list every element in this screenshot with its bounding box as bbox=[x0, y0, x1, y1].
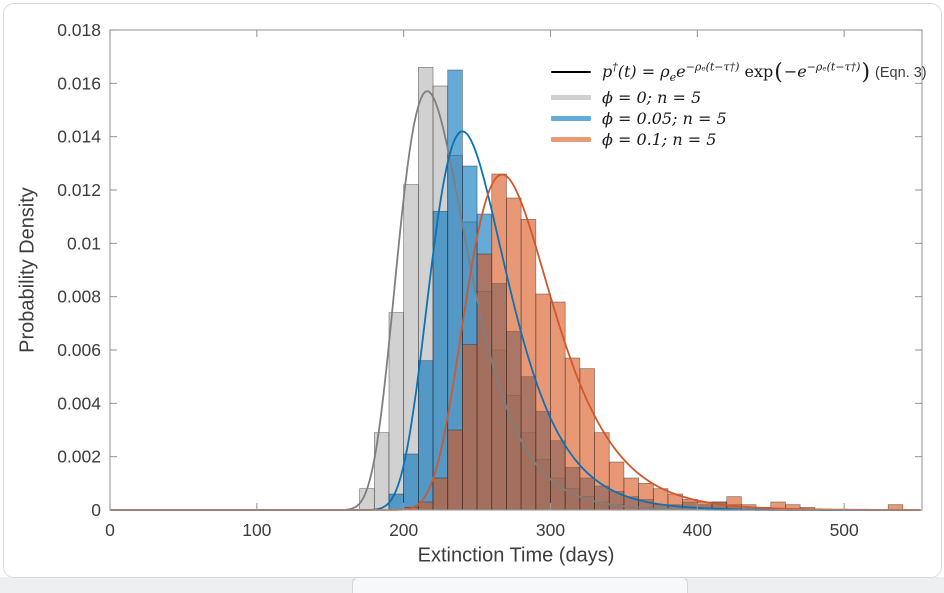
y-tick-label: 0.018 bbox=[57, 20, 101, 40]
y-axis-label: Probability Density bbox=[16, 187, 39, 353]
legend-swatch-blue bbox=[551, 116, 591, 121]
y-tick-label: 0 bbox=[91, 500, 101, 520]
y-tick-label: 0.008 bbox=[57, 287, 101, 307]
histogram-bar-series-2 bbox=[726, 496, 742, 511]
histogram-bar-series-2 bbox=[520, 218, 537, 511]
x-tick-label: 0 bbox=[105, 520, 115, 540]
histogram-bar-series-2 bbox=[491, 173, 507, 511]
y-tick-label: 0.016 bbox=[57, 73, 101, 93]
histogram-bar-series-2 bbox=[550, 301, 566, 511]
histogram-bar-series-2 bbox=[652, 488, 669, 511]
histogram-bar-series-2 bbox=[623, 477, 639, 511]
legend-swatch-orange bbox=[551, 137, 591, 142]
legend-equation-row: p†(t) = ρee−ρₑ(t−τ†) exp(−e−ρₑ(t−τ†)) (E… bbox=[551, 59, 927, 85]
legend-item-label: ϕ = 0.05; n = 5 bbox=[602, 109, 727, 128]
y-tick-label: 0.012 bbox=[57, 180, 101, 200]
histogram-bar-series-2 bbox=[638, 482, 654, 511]
legend-item-label: ϕ = 0.1; n = 5 bbox=[602, 130, 717, 149]
legend-equation: p†(t) = ρee−ρₑ(t−τ†) exp(−e−ρₑ(t−τ†)) (E… bbox=[602, 59, 927, 85]
x-tick-label: 500 bbox=[830, 520, 859, 540]
x-tick-label: 400 bbox=[683, 520, 712, 540]
histogram-bar-series-2 bbox=[594, 432, 610, 511]
histogram-bar-series-1 bbox=[388, 493, 405, 511]
histogram-bar-series-2 bbox=[564, 357, 581, 511]
histogram-bar-series-0 bbox=[388, 312, 405, 511]
x-tick-label: 200 bbox=[389, 520, 418, 540]
legend-item: ϕ = 0.05; n = 5 bbox=[551, 108, 927, 129]
legend-swatch-gray bbox=[551, 95, 591, 100]
y-tick-label: 0.002 bbox=[57, 447, 101, 467]
histogram-bar-series-2 bbox=[506, 197, 522, 511]
y-tick-label: 0.014 bbox=[57, 127, 101, 147]
histogram-bar-series-2 bbox=[476, 253, 493, 511]
x-tick-label: 100 bbox=[242, 520, 271, 540]
legend: p†(t) = ρee−ρₑ(t−τ†) exp(−e−ρₑ(t−τ†)) (E… bbox=[551, 59, 927, 150]
histogram-bar-series-2 bbox=[608, 461, 625, 511]
legend-item: ϕ = 0; n = 5 bbox=[551, 87, 927, 108]
histogram-bar-series-2 bbox=[447, 429, 463, 511]
histogram-bar-series-2 bbox=[462, 344, 478, 511]
y-tick-label: 0.006 bbox=[57, 340, 101, 360]
x-axis-label: Extinction Time (days) bbox=[417, 544, 615, 567]
histogram-bar-series-1 bbox=[432, 210, 449, 511]
histogram-bar-series-1 bbox=[418, 360, 434, 511]
plot-box bbox=[109, 29, 923, 511]
equation-line-swatch bbox=[551, 70, 591, 74]
legend-item-label: ϕ = 0; n = 5 bbox=[602, 88, 702, 107]
histogram-bar-series-1 bbox=[403, 453, 419, 511]
histogram-bar-series-2 bbox=[432, 477, 449, 511]
y-tick-label: 0.004 bbox=[57, 393, 101, 413]
bottom-panel-edge bbox=[352, 577, 688, 593]
legend-item: ϕ = 0.1; n = 5 bbox=[551, 129, 927, 150]
y-tick-label: 0.01 bbox=[67, 233, 101, 253]
x-tick-label: 300 bbox=[536, 520, 565, 540]
